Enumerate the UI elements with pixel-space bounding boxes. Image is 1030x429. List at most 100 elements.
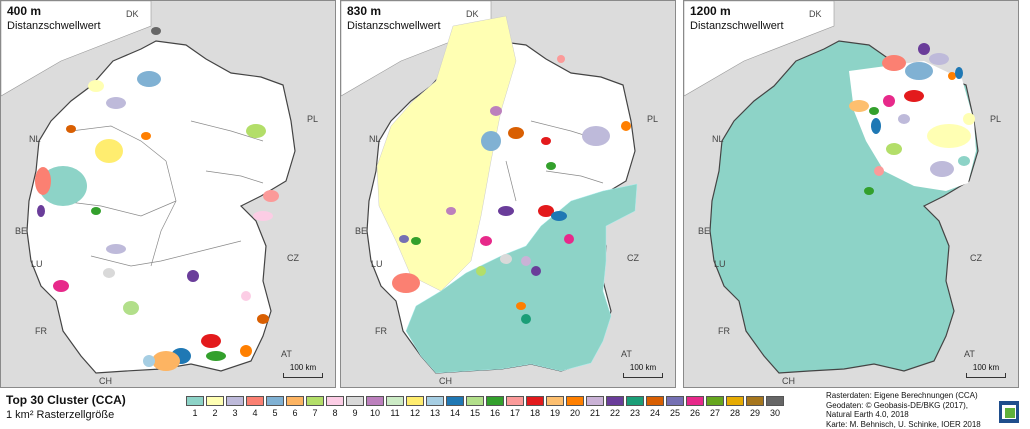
cluster-16 bbox=[206, 351, 226, 361]
credits: Rasterdaten: Eigene Berechnungen (CCA) G… bbox=[826, 391, 996, 429]
cluster-14 bbox=[551, 211, 567, 221]
legend-item-17: 17 bbox=[505, 396, 525, 418]
cluster-17 bbox=[874, 166, 884, 176]
cluster-23 bbox=[521, 314, 531, 324]
country-label-dk: DK bbox=[466, 9, 479, 19]
cluster-4 bbox=[392, 273, 420, 293]
country-label-lu: LU bbox=[714, 259, 726, 269]
legend-label: 3 bbox=[232, 408, 238, 418]
legend-swatch bbox=[366, 396, 384, 406]
map-400m bbox=[1, 1, 296, 374]
cluster-9 bbox=[103, 268, 115, 278]
legend-swatch bbox=[246, 396, 264, 406]
cluster-18 bbox=[538, 205, 554, 217]
legend-swatch bbox=[586, 396, 604, 406]
country-label-lu: LU bbox=[371, 259, 383, 269]
legend-swatch bbox=[226, 396, 244, 406]
scale-label: 100 km bbox=[629, 363, 657, 372]
legend-label: 1 bbox=[192, 408, 198, 418]
country-label-be: BE bbox=[698, 226, 711, 236]
legend-label: 16 bbox=[489, 408, 500, 418]
legend-item-3: 3 bbox=[225, 396, 245, 418]
country-label-ch: CH bbox=[99, 376, 112, 386]
panel-subtitle: Distanzschwellwert bbox=[7, 20, 101, 32]
panel-title: 1200 m bbox=[690, 4, 731, 18]
cluster-16 bbox=[546, 162, 556, 170]
legend-item-9: 9 bbox=[345, 396, 365, 418]
country-label-nl: NL bbox=[712, 134, 724, 144]
country-label-ch: CH bbox=[439, 376, 452, 386]
cluster-16 bbox=[91, 207, 101, 215]
legend-label: 2 bbox=[212, 408, 218, 418]
cluster-7 bbox=[886, 143, 902, 155]
country-label-be: BE bbox=[15, 226, 28, 236]
cluster-14 bbox=[955, 67, 963, 79]
cluster-20 bbox=[621, 121, 631, 131]
country-label-cz: CZ bbox=[627, 253, 639, 263]
country-label-cz: CZ bbox=[287, 253, 299, 263]
legend-item-2: 2 bbox=[205, 396, 225, 418]
legend-item-10: 10 bbox=[365, 396, 385, 418]
cluster-20 bbox=[240, 345, 252, 357]
cluster-18 bbox=[904, 90, 924, 102]
legend-swatch bbox=[466, 396, 484, 406]
legend-item-12: 12 bbox=[405, 396, 425, 418]
legend-swatch bbox=[506, 396, 524, 406]
legend-item-13: 13 bbox=[425, 396, 445, 418]
legend-label: 25 bbox=[669, 408, 680, 418]
cluster-30 bbox=[151, 27, 161, 35]
country-label-pl: PL bbox=[647, 114, 659, 124]
legend-label: 21 bbox=[589, 408, 600, 418]
scale-bar: 100 km bbox=[623, 363, 663, 378]
map-panel-830m: 830 m Distanzschwellwert DK NL BE LU FR … bbox=[340, 0, 676, 388]
cluster-22 bbox=[531, 266, 541, 276]
cluster-22 bbox=[498, 206, 514, 216]
scale-label: 100 km bbox=[972, 363, 1000, 372]
legend-swatch bbox=[666, 396, 684, 406]
legend-swatch bbox=[186, 396, 204, 406]
legend-label: 20 bbox=[569, 408, 580, 418]
legend-item-16: 16 bbox=[485, 396, 505, 418]
legend-swatch bbox=[646, 396, 664, 406]
cluster-26 bbox=[480, 236, 492, 246]
legend-item-30: 30 bbox=[765, 396, 785, 418]
legend-label: 28 bbox=[729, 408, 740, 418]
legend-swatch bbox=[526, 396, 544, 406]
cluster-2 bbox=[963, 113, 975, 125]
legend-item-29: 29 bbox=[745, 396, 765, 418]
cluster-4 bbox=[35, 167, 51, 195]
credit-line: Karte: M. Behnisch, U. Schinke, IOER 201… bbox=[826, 419, 981, 429]
legend-label: 6 bbox=[292, 408, 298, 418]
credit-line: Geodaten: © Geobasis-DE/BKG (2017), bbox=[826, 400, 968, 410]
cluster-8 bbox=[253, 211, 273, 221]
country-label-lu: LU bbox=[31, 259, 43, 269]
legend-swatch bbox=[446, 396, 464, 406]
legend-item-15: 15 bbox=[465, 396, 485, 418]
cluster-9 bbox=[500, 254, 512, 264]
legend-swatch bbox=[266, 396, 284, 406]
cluster-20 bbox=[948, 72, 956, 80]
panel-subtitle: Distanzschwellwert bbox=[690, 20, 784, 32]
legend-item-8: 8 bbox=[325, 396, 345, 418]
legend-label: 22 bbox=[609, 408, 620, 418]
cluster-20 bbox=[141, 132, 151, 140]
legend-label: 4 bbox=[252, 408, 258, 418]
cluster-24 bbox=[257, 314, 269, 324]
panel-title: 400 m bbox=[7, 4, 42, 18]
legend-item-14: 14 bbox=[445, 396, 465, 418]
legend-label: 12 bbox=[409, 408, 420, 418]
cluster-15 bbox=[123, 301, 139, 315]
legend-item-5: 5 bbox=[265, 396, 285, 418]
cluster-10 bbox=[446, 207, 456, 215]
legend-swatch bbox=[286, 396, 304, 406]
country-label-fr: FR bbox=[375, 326, 387, 336]
legend-label: 23 bbox=[629, 408, 640, 418]
legend-item-22: 22 bbox=[605, 396, 625, 418]
cluster-3 bbox=[929, 53, 949, 65]
legend-item-4: 4 bbox=[245, 396, 265, 418]
legend-label: 9 bbox=[352, 408, 358, 418]
cluster-3 bbox=[930, 161, 954, 177]
legend-label: 30 bbox=[769, 408, 780, 418]
cluster-26 bbox=[53, 280, 69, 292]
cluster-17 bbox=[557, 55, 565, 63]
